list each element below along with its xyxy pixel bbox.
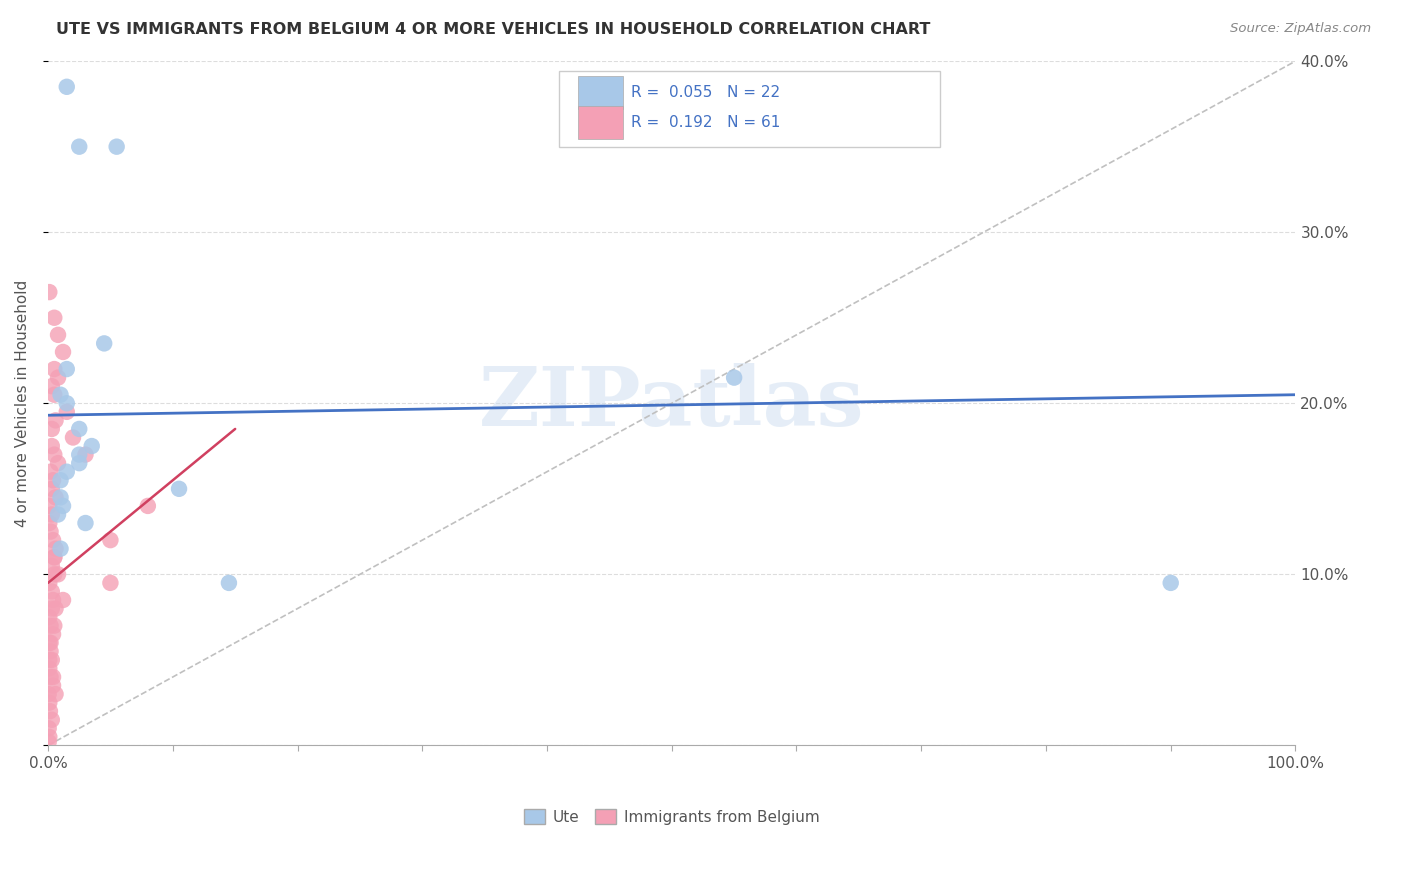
Point [52, 345, 75, 359]
Point [1160, 575, 1182, 590]
Point [218, 575, 240, 590]
Point [41, 379, 63, 393]
Text: Source: ZipAtlas.com: Source: ZipAtlas.com [1230, 22, 1371, 36]
Point [41, 584, 63, 599]
Point [42, 533, 65, 548]
Point [44, 550, 66, 565]
Point [38, 575, 60, 590]
Point [39, 465, 62, 479]
Point [52, 593, 75, 607]
Point [52, 499, 75, 513]
Point [723, 370, 745, 384]
Point [38, 499, 60, 513]
Point [44, 448, 66, 462]
Point [55, 396, 77, 410]
Point [42, 473, 65, 487]
Point [39, 704, 62, 718]
Point [45, 491, 67, 505]
Point [45, 541, 67, 556]
Point [41, 601, 63, 615]
Point [44, 550, 66, 565]
Point [39, 618, 62, 632]
Point [42, 593, 65, 607]
Text: R =  0.055   N = 22: R = 0.055 N = 22 [631, 85, 780, 100]
Point [41, 713, 63, 727]
Point [100, 533, 122, 548]
Point [38, 636, 60, 650]
Point [75, 448, 97, 462]
Point [38, 610, 60, 624]
Point [167, 482, 190, 496]
Point [46, 456, 69, 470]
Point [44, 362, 66, 376]
Point [80, 439, 103, 453]
Point [46, 327, 69, 342]
Point [39, 644, 62, 658]
Point [42, 627, 65, 641]
Point [41, 508, 63, 522]
Point [41, 653, 63, 667]
Point [45, 601, 67, 615]
Point [75, 516, 97, 530]
Point [49, 473, 72, 487]
Point [136, 499, 159, 513]
FancyBboxPatch shape [578, 76, 623, 109]
Point [67, 448, 90, 462]
Point [38, 696, 60, 710]
Point [46, 567, 69, 582]
Legend: Ute, Immigrants from Belgium: Ute, Immigrants from Belgium [516, 801, 827, 832]
Point [93, 336, 115, 351]
Point [42, 679, 65, 693]
Point [45, 413, 67, 427]
Point [41, 482, 63, 496]
Point [49, 541, 72, 556]
Point [67, 422, 90, 436]
Point [55, 405, 77, 419]
Point [67, 456, 90, 470]
FancyBboxPatch shape [578, 106, 623, 139]
Point [38, 285, 60, 299]
Point [39, 636, 62, 650]
Point [45, 687, 67, 701]
Point [41, 422, 63, 436]
Point [39, 524, 62, 539]
Point [105, 139, 128, 153]
Y-axis label: 4 or more Vehicles in Household: 4 or more Vehicles in Household [15, 280, 30, 527]
Text: ZIPatlas: ZIPatlas [479, 363, 865, 443]
Point [44, 388, 66, 402]
Point [49, 388, 72, 402]
Point [38, 661, 60, 675]
Point [38, 687, 60, 701]
Point [62, 430, 84, 444]
Point [38, 721, 60, 735]
Point [55, 362, 77, 376]
Point [38, 516, 60, 530]
Point [41, 439, 63, 453]
Point [67, 139, 90, 153]
Point [100, 575, 122, 590]
Point [38, 653, 60, 667]
Point [41, 558, 63, 573]
Point [44, 618, 66, 632]
Point [44, 567, 66, 582]
Point [42, 670, 65, 684]
Point [46, 508, 69, 522]
FancyBboxPatch shape [560, 71, 941, 146]
Point [39, 670, 62, 684]
Point [38, 735, 60, 749]
Point [49, 491, 72, 505]
Text: R =  0.192   N = 61: R = 0.192 N = 61 [631, 115, 780, 130]
Text: UTE VS IMMIGRANTS FROM BELGIUM 4 OR MORE VEHICLES IN HOUSEHOLD CORRELATION CHART: UTE VS IMMIGRANTS FROM BELGIUM 4 OR MORE… [56, 22, 931, 37]
Point [46, 370, 69, 384]
Point [38, 730, 60, 744]
Point [55, 465, 77, 479]
Point [44, 310, 66, 325]
Point [55, 79, 77, 94]
